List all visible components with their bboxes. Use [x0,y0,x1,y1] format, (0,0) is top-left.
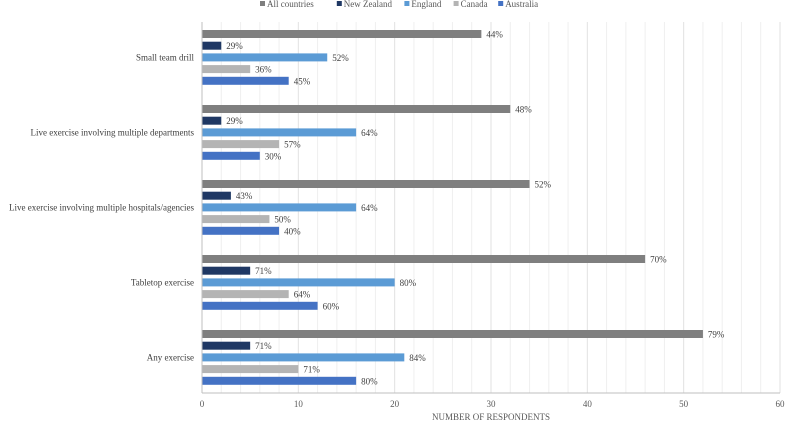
bar [202,301,318,310]
legend-item: New Zealand [336,0,393,9]
data-label: 64% [361,203,378,213]
bar [202,365,299,374]
bar [202,341,251,350]
legend-swatch [260,1,265,6]
legend-label: Australia [505,0,538,9]
data-label: 84% [409,353,426,363]
category-label: Any exercise [147,352,194,362]
bar [202,330,703,338]
legend-item: All countries [260,0,314,9]
bar [202,53,328,62]
data-label: 29% [226,116,243,126]
data-label: 40% [284,226,301,236]
legend-swatch [498,1,504,6]
bar [202,290,289,299]
legend-swatch [336,1,342,6]
legend-swatch [453,1,459,6]
data-label: 50% [274,215,291,225]
legend-label: Canada [461,0,488,9]
bar [202,105,511,113]
legend-item: Canada [453,0,488,9]
x-tick-label: 0 [200,399,205,409]
data-label: 30% [265,151,282,161]
x-tick-label: 50 [679,399,689,409]
x-tick-label: 10 [294,399,304,409]
category-label: Tabletop exercise [131,277,194,287]
bar [202,353,405,362]
bars: 44% 29% 52% 36% 45% 48% 29% 64% 57%30% 52% 43% 64% 5… [202,30,725,386]
data-label: 29% [226,41,243,51]
legend-label: England [411,0,441,9]
x-axis-title: NUMBER OF RESPONDENTS [432,412,550,422]
x-tick-label: 60 [776,399,785,409]
bar [202,180,530,188]
bar [202,140,280,149]
data-label: 80% [400,278,417,288]
legend-label: All countries [267,0,314,9]
bar [202,41,222,50]
bar [202,266,251,275]
bar [202,226,280,235]
data-label: 45% [294,76,311,86]
data-label: 80% [361,376,378,386]
bar [202,255,646,263]
category-label: Live exercise involving multiple departm… [31,127,195,137]
bar [202,191,231,200]
bar [202,128,357,137]
legend-swatch [404,1,410,6]
bar [202,76,289,85]
data-label: 52% [332,53,349,63]
bar [202,116,222,125]
data-label: 48% [515,105,532,115]
data-label: 43% [236,191,253,201]
data-label: 71% [303,365,320,375]
data-label: 79% [708,330,725,340]
category-label: Live exercise involving multiple hospita… [9,202,194,212]
x-tick-label: 40 [583,399,593,409]
bar [202,278,395,287]
bar [202,215,270,224]
bar [202,30,482,38]
bar [202,203,357,212]
legend-label: New Zealand [344,0,393,9]
data-label: 71% [255,341,272,351]
category-label: Small team drill [136,52,194,62]
data-label: 44% [486,30,503,40]
data-label: 52% [535,180,552,190]
x-tick-label: 30 [487,399,497,409]
legend-item: England [404,0,442,9]
data-label: 64% [294,290,311,300]
legend: All countries New Zealand England Canada Aus… [260,0,538,9]
x-tick-label: 20 [390,399,400,409]
data-label: 60% [323,301,340,311]
data-label: 64% [361,128,378,138]
data-label: 71% [255,266,272,276]
x-axis: 0 10 20 30 40 50 60 [200,22,785,409]
category-labels: Small team drill Live exercise involving … [9,52,194,362]
legend-item: Australia [498,0,538,9]
bar [202,376,357,385]
data-label: 57% [284,140,301,150]
bar [202,65,251,74]
data-label: 70% [650,255,667,265]
data-label: 36% [255,65,272,75]
bar [202,151,260,160]
